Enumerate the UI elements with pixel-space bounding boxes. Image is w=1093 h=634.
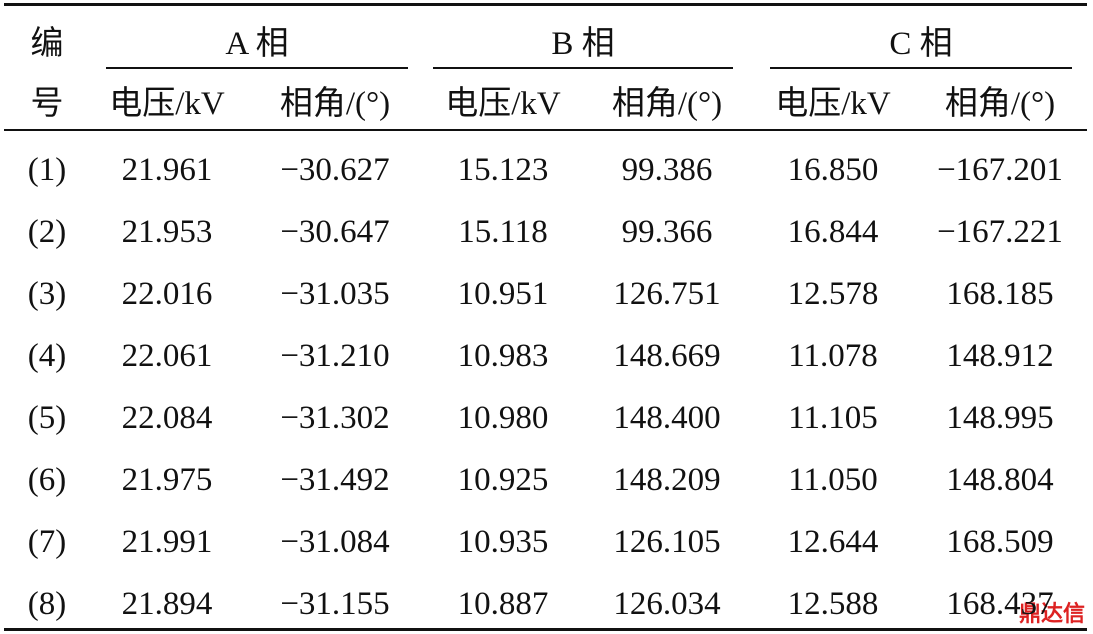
table-cell: −167.221 xyxy=(937,214,1063,250)
table-cell: 99.386 xyxy=(621,152,713,188)
table-cell: 11.105 xyxy=(788,400,878,436)
table-cell: 126.034 xyxy=(613,586,721,622)
sub-header: 相角/(°) xyxy=(611,86,723,122)
group-header: C 相 xyxy=(889,26,953,62)
table-cell: −31.492 xyxy=(280,462,390,498)
table-cell: 148.209 xyxy=(613,462,721,498)
table-cell: −31.084 xyxy=(280,524,390,560)
table-cell: 148.400 xyxy=(613,400,721,436)
table-cell: 11.078 xyxy=(788,338,878,374)
bottom-rule xyxy=(4,628,1087,631)
sub-header: 电压/kV xyxy=(109,86,225,122)
table-cell: 10.935 xyxy=(457,524,549,560)
table-cell: 12.644 xyxy=(787,524,879,560)
table-cell: 148.804 xyxy=(946,462,1054,498)
sub-header: 电压/kV xyxy=(445,86,561,122)
table-cell: 21.953 xyxy=(121,214,213,250)
row-id: (1) xyxy=(27,152,67,188)
table-cell: −31.302 xyxy=(280,400,390,436)
table-cell: 22.016 xyxy=(121,276,213,312)
header-cell: 编 xyxy=(30,26,64,62)
table-cell: 10.887 xyxy=(457,586,549,622)
table-cell: 168.185 xyxy=(946,276,1054,312)
table-cell: 126.105 xyxy=(613,524,721,560)
group-header: A 相 xyxy=(225,26,289,62)
row-id: (5) xyxy=(27,400,67,436)
table-cell: 10.983 xyxy=(457,338,549,374)
row-id: (6) xyxy=(27,462,67,498)
table-cell: 10.925 xyxy=(457,462,549,498)
table-cell: 10.951 xyxy=(457,276,549,312)
watermark: 鼎达信 xyxy=(1018,602,1085,627)
table-cell: 15.118 xyxy=(458,214,548,250)
table-cell: 16.844 xyxy=(787,214,879,250)
table-cell: 126.751 xyxy=(613,276,721,312)
table-cell: 15.123 xyxy=(457,152,549,188)
group-rule xyxy=(106,67,408,69)
group-header: B 相 xyxy=(551,26,615,62)
row-id: (2) xyxy=(27,214,67,250)
table-cell: −31.210 xyxy=(280,338,390,374)
table-cell: 12.588 xyxy=(787,586,879,622)
group-rule xyxy=(433,67,733,69)
row-id: (4) xyxy=(27,338,67,374)
table-cell: 16.850 xyxy=(787,152,879,188)
header-rule xyxy=(4,129,1087,131)
sub-header: 相角/(°) xyxy=(279,86,391,122)
table-cell: 168.509 xyxy=(946,524,1054,560)
table-cell: 99.366 xyxy=(621,214,713,250)
table-cell: 148.912 xyxy=(946,338,1054,374)
table-cell: 21.975 xyxy=(121,462,213,498)
row-id: (8) xyxy=(27,586,67,622)
table-cell: 22.084 xyxy=(121,400,213,436)
row-id: (3) xyxy=(27,276,67,312)
table-cell: 168.437 xyxy=(946,586,1054,622)
table-cell: −31.155 xyxy=(280,586,390,622)
group-rule xyxy=(770,67,1072,69)
sub-header: 电压/kV xyxy=(775,86,891,122)
table-cell: −167.201 xyxy=(937,152,1063,188)
row-id: (7) xyxy=(27,524,67,560)
table-cell: 21.961 xyxy=(121,152,213,188)
table-cell: −30.627 xyxy=(280,152,390,188)
header-cell: 号 xyxy=(30,86,64,122)
sub-header: 相角/(°) xyxy=(944,86,1056,122)
table-cell: −30.647 xyxy=(280,214,390,250)
table-cell: 21.894 xyxy=(121,586,213,622)
table-cell: 12.578 xyxy=(787,276,879,312)
table-cell: 21.991 xyxy=(121,524,213,560)
table-cell: 148.669 xyxy=(613,338,721,374)
table-cell: −31.035 xyxy=(280,276,390,312)
table-cell: 10.980 xyxy=(457,400,549,436)
table-cell: 11.050 xyxy=(788,462,878,498)
table-cell: 22.061 xyxy=(121,338,213,374)
table-cell: 148.995 xyxy=(946,400,1054,436)
top-rule xyxy=(4,3,1087,6)
